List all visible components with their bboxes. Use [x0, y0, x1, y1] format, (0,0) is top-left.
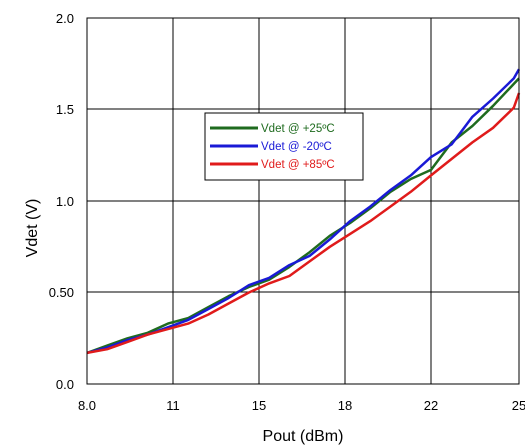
series-line-3 — [86, 92, 521, 355]
y-tick-label: 2.0 — [56, 11, 74, 26]
tick-labels: 8.0 11 15 18 22 25 0.0 0.50 1.0 1.5 2.0 — [49, 11, 525, 413]
legend-entry: Vdet @ +25ºC — [261, 123, 335, 135]
legend-box — [204, 112, 364, 181]
y-tick-label: 1.0 — [56, 194, 74, 209]
y-tick-label: 0.0 — [56, 377, 74, 392]
x-tick-label: 8.0 — [78, 398, 96, 413]
plot-frame — [86, 17, 520, 385]
y-axis-label: Vdet (V) — [24, 199, 41, 258]
grid — [87, 18, 519, 384]
x-tick-label: 15 — [252, 398, 266, 413]
legend-entry: Vdet @ -20ºC — [261, 141, 332, 153]
x-tick-label: 11 — [166, 398, 180, 413]
x-tick-label: 25 — [512, 398, 525, 413]
y-tick-label: 0.50 — [49, 285, 74, 300]
series-line-2 — [86, 68, 521, 355]
series-layer — [86, 68, 521, 355]
legend: Vdet @ +25ºC Vdet @ -20ºC Vdet @ +85ºC — [204, 112, 364, 181]
x-tick-label: 22 — [424, 398, 438, 413]
y-tick-label: 1.5 — [56, 102, 74, 117]
x-axis-label: Pout (dBm) — [263, 428, 344, 445]
x-tick-label: 18 — [338, 398, 352, 413]
legend-entry: Vdet @ +85ºC — [261, 159, 335, 171]
